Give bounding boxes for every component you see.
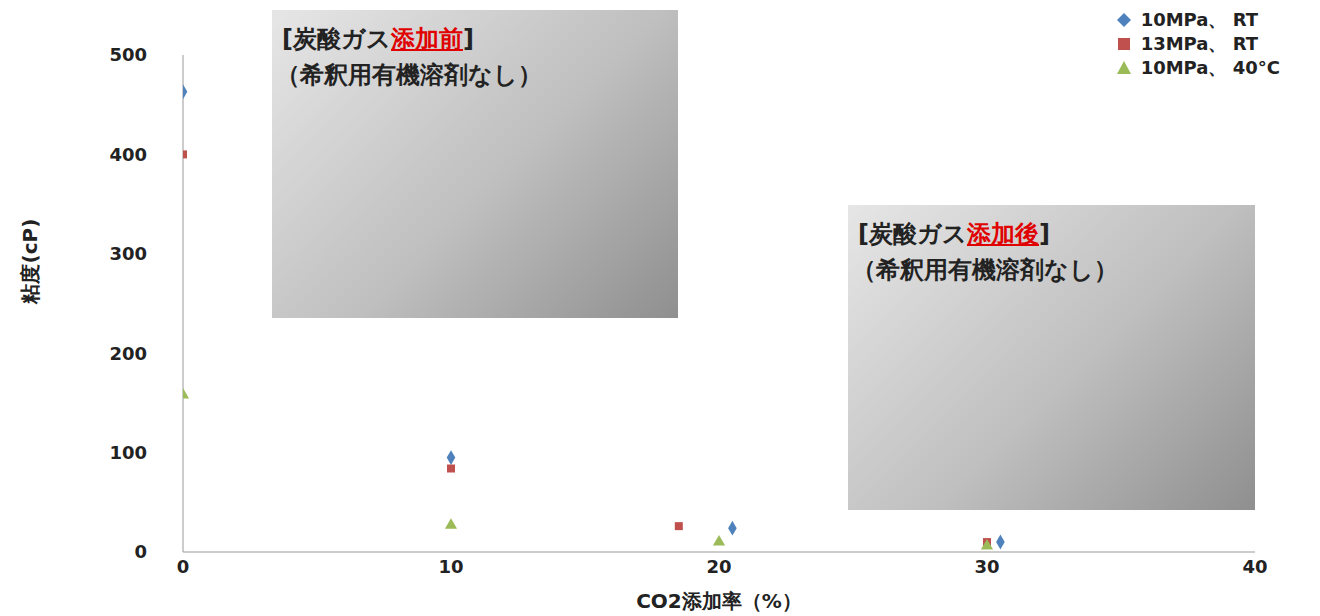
html-text:13MPa、 RT: 13MPa、 RT xyxy=(1140,33,1259,54)
html-text:10MPa、 RT: 10MPa、 RT xyxy=(1140,9,1259,30)
svg-text:300: 300 xyxy=(109,243,147,264)
svg-text:CO2添加率（%）: CO2添加率（%） xyxy=(636,589,802,613)
svg-text:20: 20 xyxy=(706,556,731,577)
svg-text:粘度(cP): 粘度(cP) xyxy=(18,219,42,305)
svg-text:30: 30 xyxy=(974,556,999,577)
svg-text:500: 500 xyxy=(109,44,147,65)
svg-text:10: 10 xyxy=(438,556,463,577)
html-text:10MPa、 40°C: 10MPa、 40°C xyxy=(1140,57,1280,78)
svg-text:400: 400 xyxy=(109,144,147,165)
svg-text:40: 40 xyxy=(1242,556,1267,577)
svg-text:100: 100 xyxy=(109,442,147,463)
svg-text:0: 0 xyxy=(177,556,190,577)
html-text:[炭酸ガス添加後]: [炭酸ガス添加後] xyxy=(858,220,1050,248)
svg-text:0: 0 xyxy=(134,541,147,562)
html-text:（希釈用有機溶剤なし）: （希釈用有機溶剤なし） xyxy=(276,61,542,89)
html-text:（希釈用有機溶剤なし）: （希釈用有機溶剤なし） xyxy=(852,256,1118,284)
html-text:[炭酸ガス添加前]: [炭酸ガス添加前] xyxy=(282,25,474,53)
svg-text:200: 200 xyxy=(109,343,147,364)
